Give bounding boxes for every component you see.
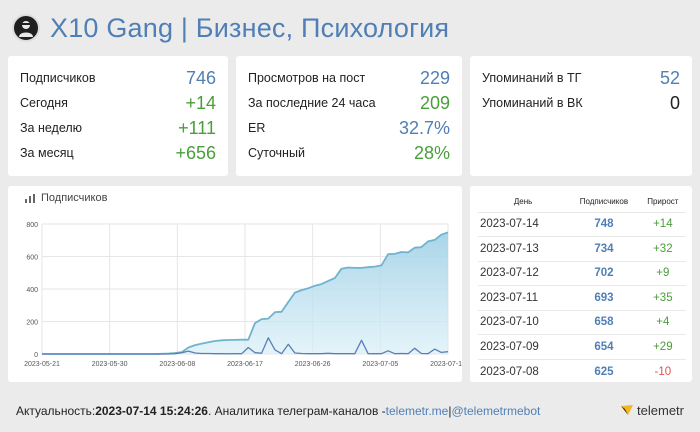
footer-link-site[interactable]: telemetr.me <box>385 404 449 418</box>
row-date: 2023-07-10 <box>478 309 569 335</box>
footer-link-bot[interactable]: @telemetrmebot <box>451 404 541 418</box>
x-tick-label: 2023-07-14 <box>430 361 462 368</box>
mentions-card: Упоминаний в ТГ 52 Упоминаний в ВК 0 <box>470 56 692 176</box>
x-tick-label: 2023-05-30 <box>92 361 128 368</box>
row-growth: +35 <box>639 285 686 310</box>
footer-timestamp: 2023-07-14 15:24:26 <box>95 404 208 418</box>
stat-value: 52 <box>659 67 680 88</box>
col-day: День <box>513 197 533 207</box>
row-subs: 658 <box>568 309 640 335</box>
chart-icon <box>25 194 35 203</box>
subscribers-card: Подписчиков 746 Сегодня +14 За неделю +1… <box>8 56 228 176</box>
brand-logo[interactable]: telemetr <box>619 402 684 418</box>
col-subs: Подписчиков <box>579 197 629 207</box>
stat-row-week: За неделю +111 <box>20 116 216 140</box>
footer-separator: | <box>448 404 452 418</box>
row-subs: 734 <box>568 236 640 261</box>
row-date: 2023-07-09 <box>478 334 569 359</box>
stat-label: Суточный <box>248 146 305 160</box>
table-row: 2023-07-11 693 +35 <box>478 285 686 310</box>
footer-prefix: Актуальность: <box>16 404 96 418</box>
row-date: 2023-07-08 <box>478 358 569 384</box>
x-tick-label: 2023-06-26 <box>295 361 331 368</box>
table-row: 2023-07-14 748 +14 <box>478 211 686 237</box>
stat-value: 32.7% <box>398 117 450 138</box>
stat-row-mentions-vk: Упоминаний в ВК 0 <box>482 91 680 115</box>
y-tick-label: 200 <box>26 320 38 327</box>
channel-title: X10 Gang | Бизнес, Психология <box>50 12 450 43</box>
stat-value: +656 <box>175 142 216 163</box>
stat-row-last-24h: За последние 24 часа 209 <box>248 91 450 115</box>
row-growth: +29 <box>639 334 686 359</box>
y-tick-label: 0 <box>34 352 38 359</box>
stat-label: Упоминаний в ВК <box>482 96 583 110</box>
subscribers-chart[interactable]: 0 200 400 600 800 2023-05-21 2023-05-30 2023-06… <box>8 186 462 382</box>
stat-row-subscribers: Подписчиков 746 <box>20 66 216 90</box>
row-subs: 693 <box>568 285 640 310</box>
x-tick-label: 2023-06-17 <box>227 361 263 368</box>
row-growth: +4 <box>639 309 686 335</box>
x-tick-label: 2023-06-08 <box>159 361 195 368</box>
stat-label: За последние 24 часа <box>248 96 376 110</box>
subscribers-chart-card: Подписчиков 0 200 400 600 800 2023-05-21 2023-… <box>8 186 462 382</box>
chart-title: Подписчиков <box>24 192 107 204</box>
table-row: 2023-07-12 702 +9 <box>478 260 686 286</box>
stat-row-views-per-post: Просмотров на пост 229 <box>248 66 450 90</box>
stat-label: За неделю <box>20 121 83 135</box>
stat-value: 229 <box>419 67 450 88</box>
telemetr-logo-icon <box>621 405 634 415</box>
row-subs: 654 <box>568 334 640 359</box>
stat-value: +111 <box>178 117 216 138</box>
stat-row-er: ER 32.7% <box>248 116 450 140</box>
row-subs: 748 <box>568 211 640 237</box>
stat-row-month: За месяц +656 <box>20 141 216 165</box>
stat-label: Подписчиков <box>20 71 96 85</box>
col-growth: Прирост <box>647 197 679 207</box>
row-date: 2023-07-11 <box>478 285 569 310</box>
stat-label: Сегодня <box>20 96 68 110</box>
stat-row-mentions-tg: Упоминаний в ТГ 52 <box>482 66 680 90</box>
stat-value: 746 <box>185 67 216 88</box>
y-tick-label: 400 <box>26 287 38 294</box>
table-row: 2023-07-08 625 -10 <box>478 358 686 384</box>
row-date: 2023-07-12 <box>478 260 569 286</box>
footer: Актуальность: 2023-07-14 15:24:26 . Анал… <box>0 390 700 432</box>
history-table: День Подписчиков Прирост 2023-07-14 748 +1… <box>478 192 686 384</box>
series-area-subscribers <box>42 232 448 354</box>
row-subs: 702 <box>568 260 640 286</box>
channel-avatar[interactable] <box>12 14 40 42</box>
avatar-icon <box>19 21 33 37</box>
brand-name: telemetr <box>637 402 684 418</box>
table-row: 2023-07-13 734 +32 <box>478 236 686 261</box>
stat-label: Просмотров на пост <box>248 71 366 85</box>
stat-row-today: Сегодня +14 <box>20 91 216 115</box>
page-header: X10 Gang | Бизнес, Психология <box>12 8 449 48</box>
footer-middle: . Аналитика телеграм-каналов - <box>207 404 386 418</box>
stat-value: 28% <box>413 142 450 163</box>
row-growth: +9 <box>639 260 686 286</box>
row-date: 2023-07-13 <box>478 236 569 261</box>
stat-value: 209 <box>419 92 450 113</box>
stat-value: +14 <box>185 92 216 113</box>
chart-title-text: Подписчиков <box>41 192 108 204</box>
y-tick-label: 800 <box>26 222 38 229</box>
stat-label: ER <box>248 121 266 135</box>
row-growth: +32 <box>639 236 686 261</box>
row-growth: -10 <box>639 358 686 384</box>
stat-label: За месяц <box>20 146 74 160</box>
x-tick-label: 2023-07-05 <box>362 361 398 368</box>
row-growth: +14 <box>639 211 686 237</box>
history-table-card: День Подписчиков Прирост 2023-07-14 748 +1… <box>470 186 692 384</box>
series-line-daily <box>42 337 449 355</box>
y-tick-label: 600 <box>26 255 38 262</box>
x-tick-label: 2023-05-21 <box>24 361 60 368</box>
row-date: 2023-07-14 <box>478 211 569 237</box>
stat-label: Упоминаний в ТГ <box>482 71 582 85</box>
row-subs: 625 <box>568 358 640 384</box>
table-row: 2023-07-09 654 +29 <box>478 334 686 359</box>
views-card: Просмотров на пост 229 За последние 24 ч… <box>236 56 462 176</box>
table-row: 2023-07-10 658 +4 <box>478 309 686 335</box>
stat-value: 0 <box>669 92 680 113</box>
stat-row-daily: Суточный 28% <box>248 141 450 165</box>
